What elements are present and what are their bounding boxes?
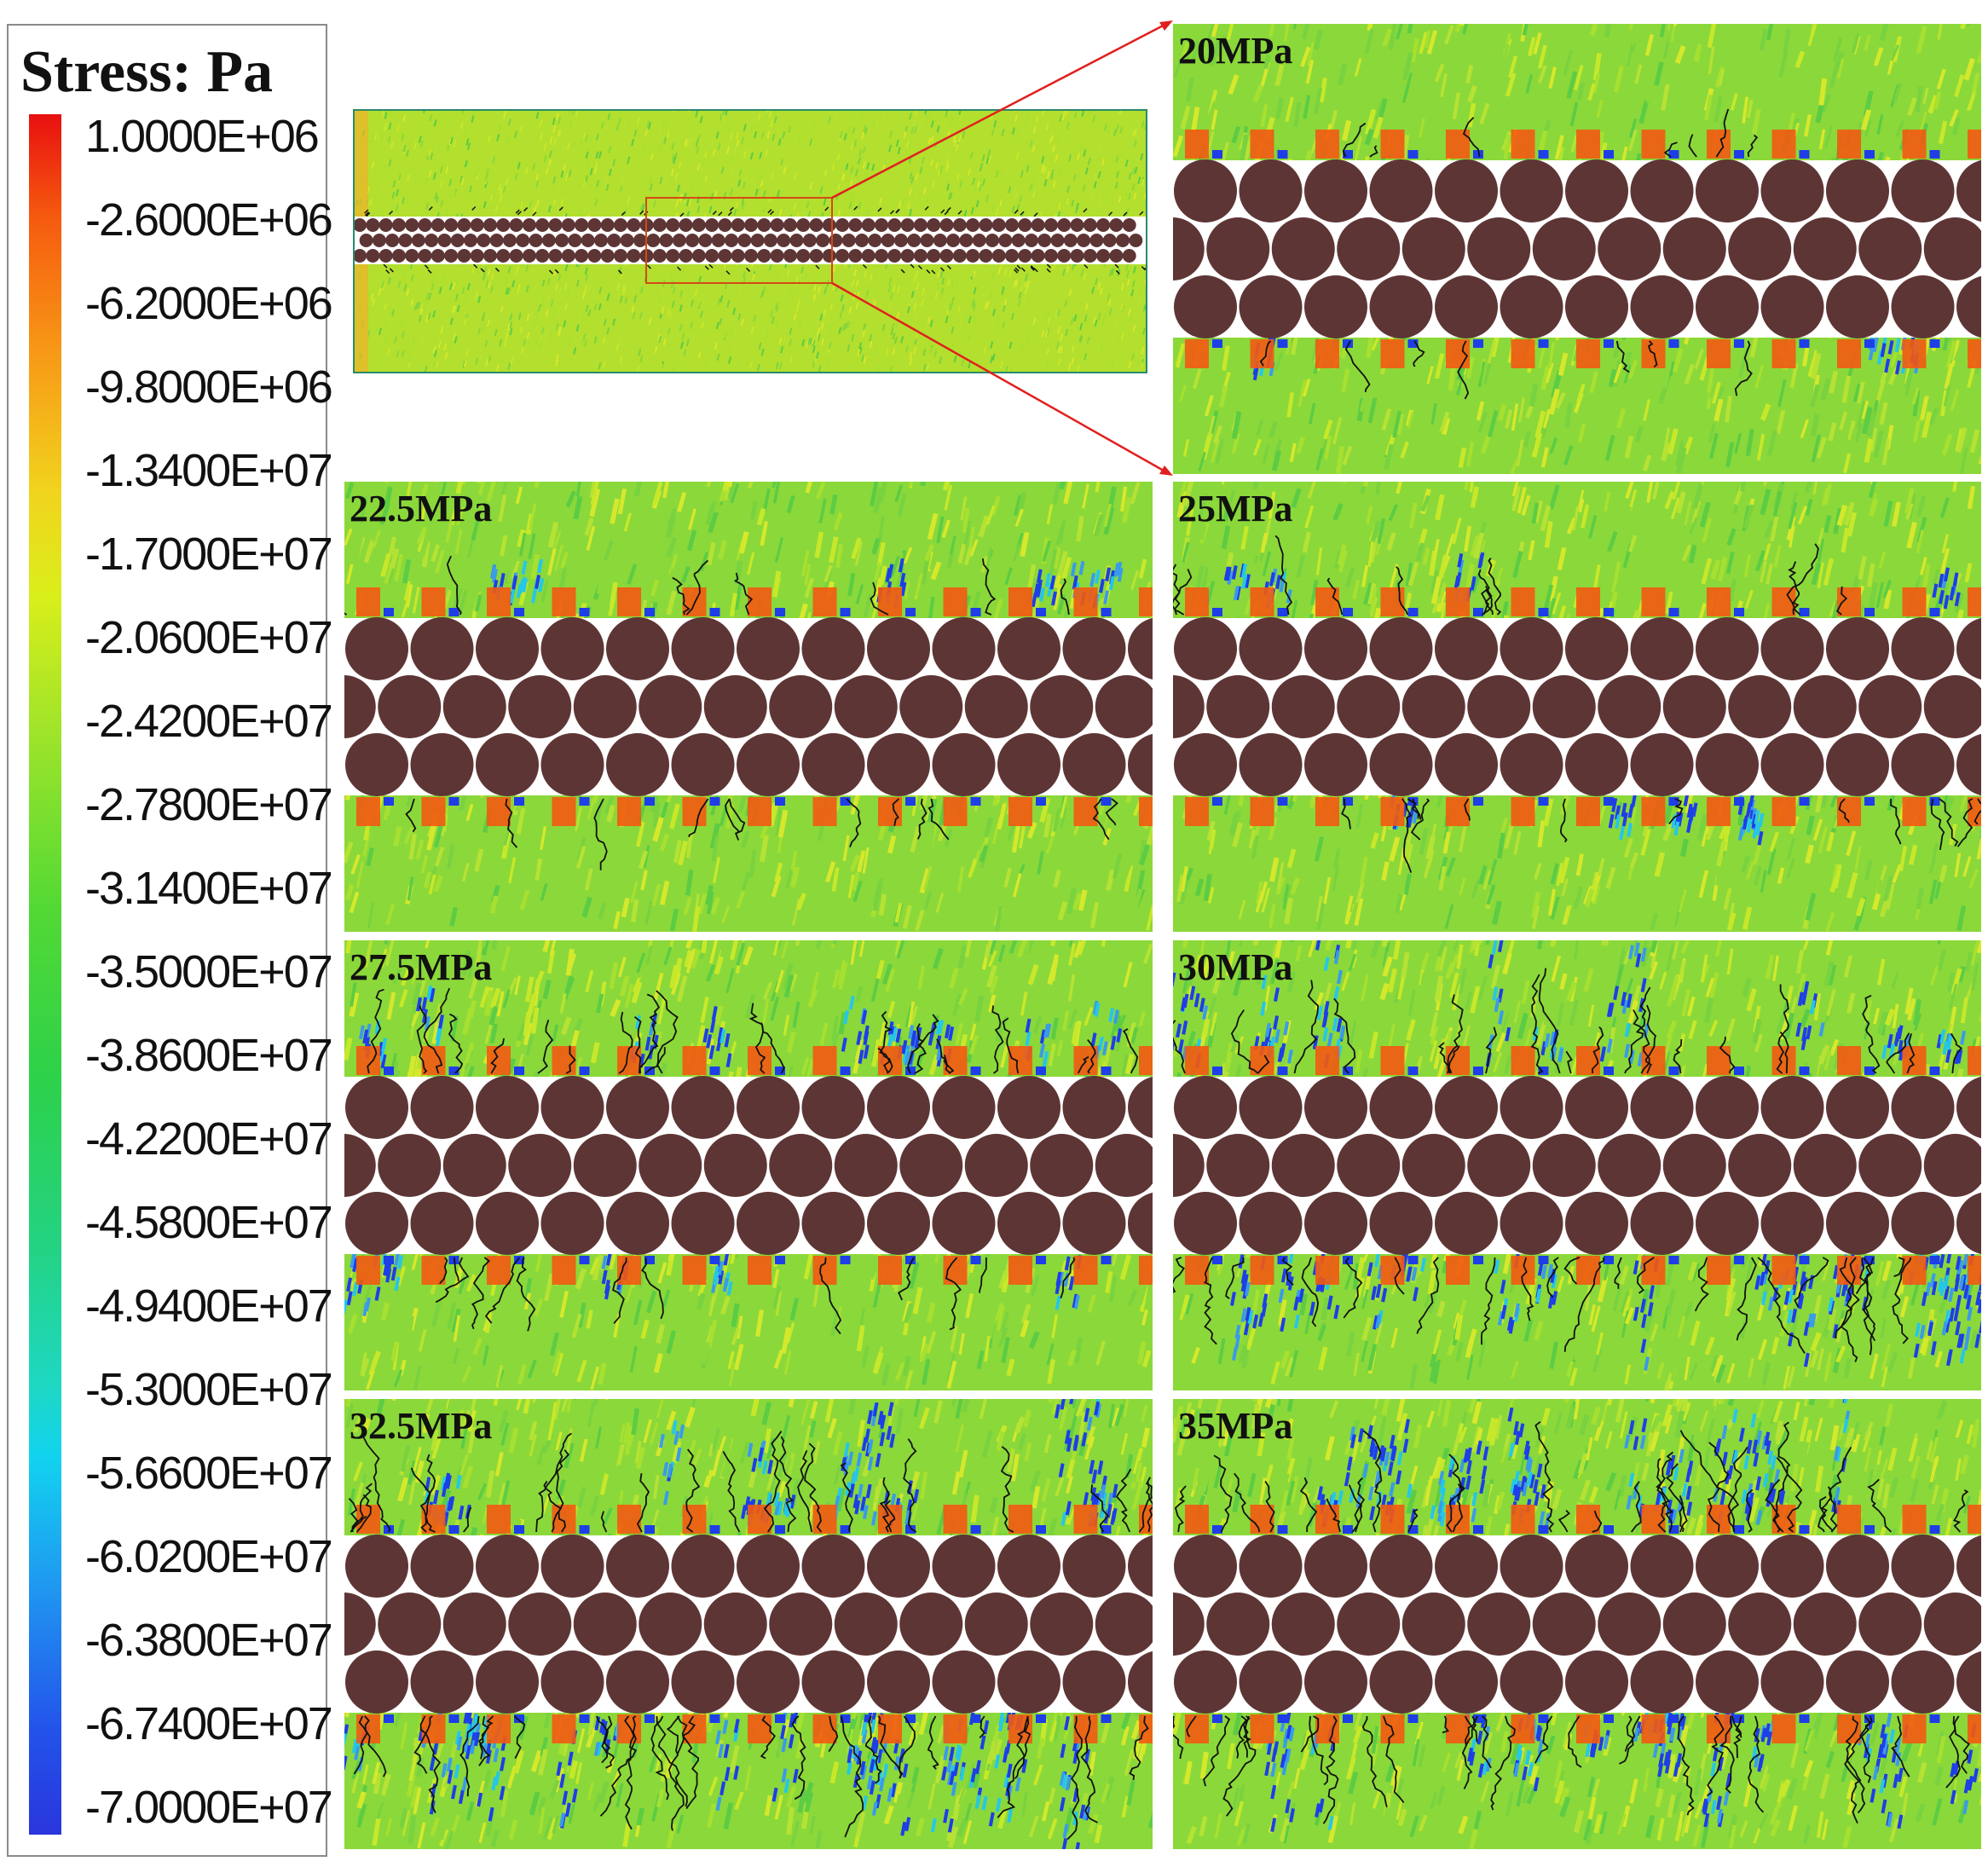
panel-27-5mpa: 27.5MPa: [344, 940, 1153, 1390]
compression-tips: [356, 587, 1153, 826]
crack-network: [1173, 1420, 1971, 1824]
panel-30mpa: 30MPa: [1173, 940, 1981, 1390]
legend-tick-label: -2.4200E+07: [85, 696, 333, 747]
legend-tick-label: -3.1400E+07: [85, 863, 333, 914]
panel-graphic: [344, 940, 1153, 1390]
crack-network: [348, 1428, 1153, 1841]
stress-legend: Stress: Pa 1.0000E+06 -2.6000E+06 -6.2000E…: [7, 24, 333, 1857]
legend-colorbar: [29, 114, 61, 1835]
overview-zoom-box: [645, 197, 833, 284]
legend-tick-label: -6.7400E+07: [85, 1698, 333, 1749]
panel-graphic: [1173, 1399, 1981, 1849]
particles: [1173, 159, 1981, 338]
legend-tick-label: -9.8000E+06: [85, 361, 333, 413]
zoom-arrow-bottom: [1159, 465, 1173, 476]
panel-label: 32.5MPa: [350, 1405, 493, 1447]
panel-label: 22.5MPa: [350, 488, 493, 529]
zoom-arrow-top: [1159, 20, 1173, 31]
crack-network: [367, 987, 1139, 1335]
crack-network: [344, 555, 1118, 870]
particles: [1173, 1535, 1981, 1714]
legend-tick-label: -5.6600E+07: [85, 1448, 333, 1499]
particles: [344, 1076, 1153, 1255]
compression-tips: [356, 1505, 1153, 1743]
legend-tick-label: -1.7000E+07: [85, 529, 333, 580]
panel-graphic: [344, 1399, 1153, 1849]
panel-20mpa: 20MPa: [1173, 24, 1981, 474]
overview-texture: [354, 109, 1147, 373]
legend-tick-label: -2.0600E+07: [85, 612, 333, 663]
panel-label: 25MPa: [1178, 488, 1293, 529]
legend-tick-label: -5.3000E+07: [85, 1364, 333, 1415]
overview-svg: [353, 109, 1147, 373]
panel-label: 30MPa: [1178, 946, 1293, 988]
panel-label: 35MPa: [1178, 1405, 1293, 1447]
legend-tick-label: -6.3800E+07: [85, 1615, 333, 1666]
crack-network: [1173, 535, 1981, 873]
legend-tick-label: -1.3400E+07: [85, 445, 333, 496]
legend-tick-label: -3.5000E+07: [85, 946, 333, 997]
overview-particles: [353, 218, 1143, 263]
zoom-line-bottom: [831, 281, 1170, 476]
panel-graphic: [1173, 482, 1981, 932]
legend-tick-label: -6.2000E+06: [85, 278, 333, 329]
compression-tips: [1185, 130, 1981, 368]
crack-network: [1259, 108, 1759, 400]
legend-tick-label: 1.0000E+06: [85, 111, 320, 162]
legend-tick-label: -2.7800E+07: [85, 779, 333, 830]
legend-tick-label: -2.6000E+06: [85, 194, 333, 246]
overview-cracks: [364, 205, 1147, 275]
particles: [1173, 1076, 1981, 1255]
panel-graphic: [1173, 24, 1981, 474]
panel-label: 27.5MPa: [350, 946, 493, 988]
compression-tips: [1185, 1505, 1981, 1743]
legend-tick-label: -4.2200E+07: [85, 1113, 333, 1165]
panel-32-5mpa: 32.5MPa: [344, 1399, 1153, 1849]
compression-tips: [1185, 587, 1981, 826]
overview-model: [353, 109, 1147, 373]
overview-frame: [353, 109, 1147, 373]
particles: [1173, 617, 1981, 796]
zoom-line-top: [831, 20, 1170, 199]
particles: [344, 617, 1153, 796]
panel-35mpa: 35MPa: [1173, 1399, 1981, 1849]
legend-tick-label: -4.9400E+07: [85, 1280, 333, 1332]
legend-tick-label: -3.8600E+07: [85, 1030, 333, 1081]
panel-graphic: [344, 482, 1153, 932]
legend-tick-label: -6.0200E+07: [85, 1531, 333, 1582]
panel-25mpa: 25MPa: [1173, 482, 1981, 932]
legend-tick-label: -7.0000E+07: [85, 1782, 333, 1833]
legend-title: Stress: Pa: [20, 39, 274, 105]
panel-22-5mpa: 22.5MPa: [344, 482, 1153, 932]
panel-graphic: [1173, 940, 1981, 1390]
legend-tick-label: -4.5800E+07: [85, 1197, 333, 1248]
panel-label: 20MPa: [1178, 30, 1293, 72]
particles: [344, 1535, 1153, 1714]
crack-network: [1173, 968, 1963, 1362]
